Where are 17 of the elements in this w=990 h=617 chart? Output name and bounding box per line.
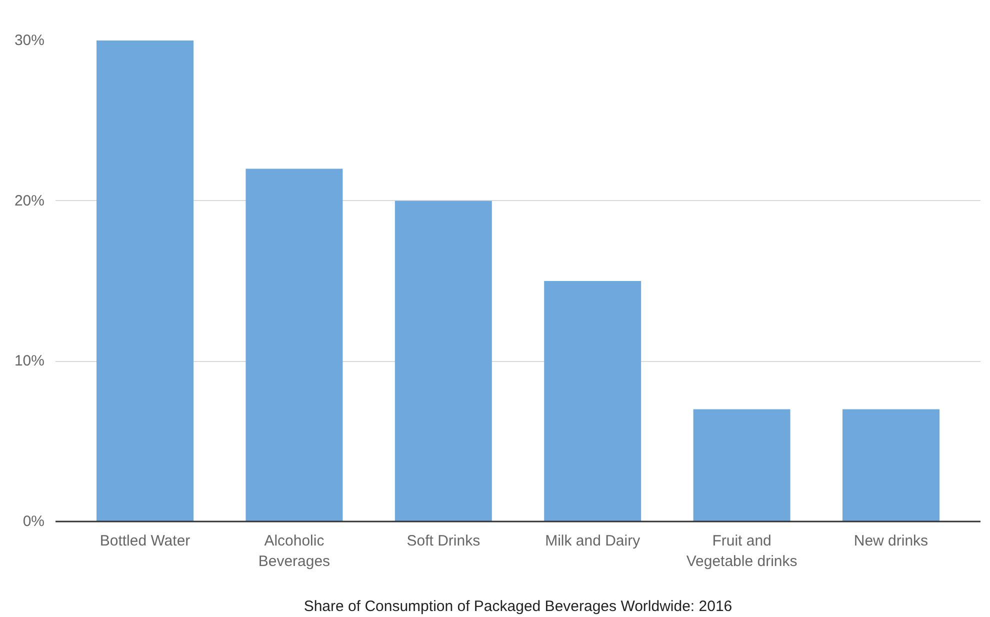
y-tick-label: 0% (22, 513, 45, 530)
bar (693, 409, 790, 522)
y-tick-label: 10% (14, 352, 45, 370)
bar (394, 200, 492, 522)
x-tick-label: Fruit and Vegetable drinks (686, 532, 798, 570)
x-tick-label: Milk and Dairy (545, 532, 641, 550)
x-tick-label: Alcoholic Beverages (258, 532, 330, 570)
y-tick-label: 20% (14, 192, 45, 210)
bar (246, 168, 343, 522)
x-tick-label: Bottled Water (100, 532, 190, 550)
x-axis-title: Share of Consumption of Packaged Beverages Worldwide: 2016 (304, 598, 732, 615)
bar (842, 409, 940, 522)
bar (544, 281, 642, 522)
x-tick-label: Soft Drinks (406, 532, 480, 550)
bar (96, 40, 194, 522)
x-tick-label: New drinks (854, 532, 928, 550)
y-tick-label: 30% (14, 32, 45, 49)
